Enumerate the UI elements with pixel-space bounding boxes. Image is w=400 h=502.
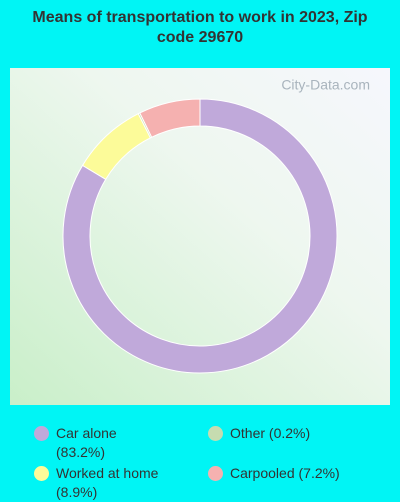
chart-title: Means of transportation to work in 2023,…: [32, 9, 368, 46]
watermark: City-Data.com: [281, 77, 370, 93]
chart: City-Data.com: [10, 68, 390, 405]
legend-marker: [208, 426, 223, 441]
legend: Car alone (83.2%) Worked at home (8.9%) Ot…: [34, 424, 384, 502]
legend-marker: [34, 466, 49, 481]
legend-item: Other (0.2%): [208, 424, 382, 462]
legend-marker: [208, 466, 223, 481]
legend-item: Car alone (83.2%): [34, 424, 208, 462]
legend-label: Other (0.2%): [230, 425, 311, 441]
donut-slice: [139, 98, 201, 138]
legend-label: Carpooled (7.2%): [230, 465, 340, 481]
donut-slice: [62, 98, 338, 374]
legend-item: Worked at home (8.9%): [34, 464, 208, 502]
legend-marker: [34, 426, 49, 441]
legend-item: Carpooled (7.2%): [208, 464, 382, 502]
legend-label: Worked at home (8.9%): [56, 465, 159, 500]
legend-label: Car alone (83.2%): [56, 425, 117, 460]
